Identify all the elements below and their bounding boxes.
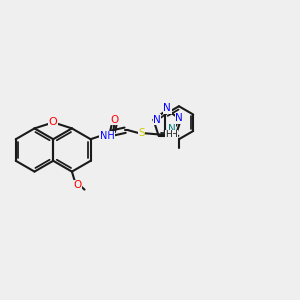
Text: O: O (110, 115, 119, 125)
Text: N: N (153, 115, 161, 125)
Text: N: N (176, 113, 183, 123)
Text: NH: NH (100, 131, 114, 141)
Text: N: N (168, 124, 176, 134)
Text: S: S (138, 128, 145, 138)
Text: H: H (165, 130, 172, 139)
Text: O: O (49, 117, 58, 128)
Text: O: O (73, 180, 81, 190)
Text: H: H (170, 130, 177, 139)
Text: N: N (163, 103, 171, 113)
